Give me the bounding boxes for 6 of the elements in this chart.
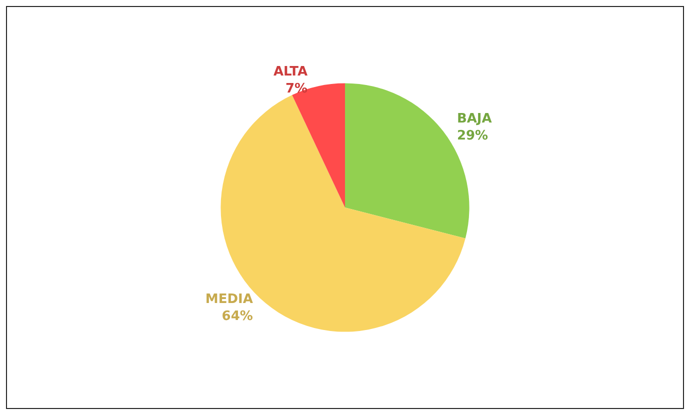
slice-label: MEDIA	[205, 292, 253, 307]
data-label: 64%	[222, 308, 253, 324]
data-label: 29%	[456, 128, 488, 144]
slice-label: BAJA	[456, 112, 492, 127]
slice-label: ALTA	[273, 64, 308, 80]
data-label: 7%	[285, 81, 308, 96]
